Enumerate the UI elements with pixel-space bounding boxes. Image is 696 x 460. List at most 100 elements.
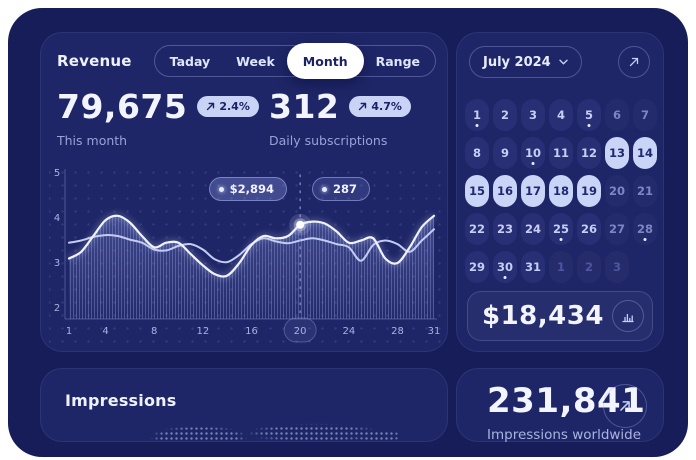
tab-range[interactable]: Range xyxy=(363,47,433,75)
tab-taday[interactable]: Taday xyxy=(157,47,224,75)
calendar-grid: 1 2 3 4 5 6 7 8 9 10 11 12 13 14 15 16 17 18 19 20 21 22 23 24 2… xyxy=(465,99,657,283)
calendar-day-7[interactable]: 7 xyxy=(633,99,657,131)
calendar-day-2[interactable]: 2 xyxy=(493,99,517,131)
calendar-day-27[interactable]: 27 xyxy=(605,213,629,245)
svg-text:1: 1 xyxy=(66,326,72,337)
calendar-day-17[interactable]: 17 xyxy=(521,175,545,207)
calendar-day-22[interactable]: 22 xyxy=(465,213,489,245)
daily-subscriptions-value: 312 xyxy=(269,87,340,126)
event-dot-icon xyxy=(559,238,563,241)
day-number: 2 xyxy=(584,260,593,274)
tooltip-subscriptions-label: 287 xyxy=(333,182,358,196)
trend-up-icon xyxy=(359,102,367,111)
day-number: 1 xyxy=(472,108,481,122)
stats-chart-button[interactable] xyxy=(612,300,644,332)
day-number: 15 xyxy=(468,184,485,198)
day-number: 21 xyxy=(636,184,653,198)
tooltip-dot-icon xyxy=(322,186,327,192)
calendar-day-30[interactable]: 30 xyxy=(493,251,517,283)
chart-tooltip-subscriptions: 287 xyxy=(312,177,371,201)
delta-label: 2.4% xyxy=(219,100,250,113)
day-number: 30 xyxy=(496,260,513,274)
tooltip-dot-icon xyxy=(218,186,224,192)
dashboard-frame: Revenue Taday Week Month Range 79,675 2.… xyxy=(8,8,688,457)
calendar-day-15[interactable]: 15 xyxy=(465,175,489,207)
revenue-title: Revenue xyxy=(57,52,132,70)
day-number: 5 xyxy=(584,108,593,122)
worldwide-caption: Impressions worldwide xyxy=(487,427,642,443)
calendar-day-3-next-month[interactable]: 3 xyxy=(605,251,629,283)
svg-text:8: 8 xyxy=(151,326,157,337)
event-dot-icon xyxy=(643,238,647,241)
day-number: 10 xyxy=(524,146,541,160)
day-number: 19 xyxy=(580,184,597,198)
calendar-day-1-next-month[interactable]: 1 xyxy=(549,251,573,283)
monthly-revenue-stat: 79,675 2.4% This month xyxy=(57,87,259,148)
monthly-revenue-value: 79,675 xyxy=(57,87,188,126)
calendar-day-18[interactable]: 18 xyxy=(549,175,573,207)
calendar-expand-button[interactable] xyxy=(618,46,650,78)
calendar-day-21[interactable]: 21 xyxy=(633,175,657,207)
calendar-day-16[interactable]: 16 xyxy=(493,175,517,207)
calendar-day-13[interactable]: 13 xyxy=(605,137,629,169)
event-dot-icon xyxy=(475,124,479,127)
svg-text:4: 4 xyxy=(54,213,60,224)
calendar-day-12[interactable]: 12 xyxy=(577,137,601,169)
day-number: 8 xyxy=(472,146,481,160)
calendar-day-24[interactable]: 24 xyxy=(521,213,545,245)
world-map-dots xyxy=(129,421,399,441)
day-number: 3 xyxy=(528,108,537,122)
calendar-day-26[interactable]: 26 xyxy=(577,213,601,245)
calendar-empty-cell xyxy=(633,251,657,283)
tab-month[interactable]: Month xyxy=(286,43,364,79)
day-number: 12 xyxy=(580,146,597,160)
calendar-day-10[interactable]: 10 xyxy=(521,137,545,169)
calendar-day-4[interactable]: 4 xyxy=(549,99,573,131)
calendar-total-panel: $18,434 xyxy=(467,291,653,341)
svg-text:12: 12 xyxy=(196,326,209,337)
trend-up-icon xyxy=(207,102,215,111)
calendar-day-9[interactable]: 9 xyxy=(493,137,517,169)
calendar-day-3[interactable]: 3 xyxy=(521,99,545,131)
svg-text:24: 24 xyxy=(342,326,355,337)
calendar-day-25[interactable]: 25 xyxy=(549,213,573,245)
calendar-day-14[interactable]: 14 xyxy=(633,137,657,169)
impressions-card: Impressions xyxy=(40,368,448,442)
calendar-day-5[interactable]: 5 xyxy=(577,99,601,131)
calendar-day-1[interactable]: 1 xyxy=(465,99,489,131)
daily-subscriptions-caption: Daily subscriptions xyxy=(269,133,388,148)
calendar-day-29[interactable]: 29 xyxy=(465,251,489,283)
day-number: 29 xyxy=(468,260,485,274)
svg-text:20: 20 xyxy=(294,326,307,337)
svg-text:3: 3 xyxy=(54,258,60,269)
calendar-day-2-next-month[interactable]: 2 xyxy=(577,251,601,283)
calendar-day-8[interactable]: 8 xyxy=(465,137,489,169)
calendar-total-value: $18,434 xyxy=(482,301,604,331)
month-dropdown[interactable]: July 2024 xyxy=(469,46,582,78)
calendar-day-19[interactable]: 19 xyxy=(577,175,601,207)
revenue-card: Revenue Taday Week Month Range 79,675 2.… xyxy=(40,32,448,352)
calendar-day-28[interactable]: 28 xyxy=(633,213,657,245)
bar-chart-icon xyxy=(622,313,634,323)
tab-week[interactable]: Week xyxy=(223,47,288,75)
calendar-day-6[interactable]: 6 xyxy=(605,99,629,131)
revenue-chart[interactable]: 5 4 3 2 1 4 8 12 16 20 24 28 31 xyxy=(49,161,441,345)
day-number: 16 xyxy=(496,184,513,198)
day-number: 2 xyxy=(500,108,509,122)
svg-text:16: 16 xyxy=(245,326,258,337)
worldwide-card: 231,841 Impressions worldwide xyxy=(456,368,664,443)
calendar-day-11[interactable]: 11 xyxy=(549,137,573,169)
day-number: 20 xyxy=(608,184,625,198)
calendar-day-20[interactable]: 20 xyxy=(605,175,629,207)
svg-text:28: 28 xyxy=(391,326,404,337)
arrow-up-right-icon xyxy=(629,57,639,67)
calendar-day-31[interactable]: 31 xyxy=(521,251,545,283)
time-range-tabs: Taday Week Month Range xyxy=(153,43,436,79)
day-number: 11 xyxy=(552,146,569,160)
day-number: 31 xyxy=(524,260,541,274)
daily-subscriptions-delta-badge: 4.7% xyxy=(349,96,411,117)
delta-label: 4.7% xyxy=(371,100,402,113)
worldwide-expand-button[interactable] xyxy=(603,384,647,428)
calendar-day-23[interactable]: 23 xyxy=(493,213,517,245)
revenue-chart-svg: 5 4 3 2 1 4 8 12 16 20 24 28 31 xyxy=(54,168,440,343)
